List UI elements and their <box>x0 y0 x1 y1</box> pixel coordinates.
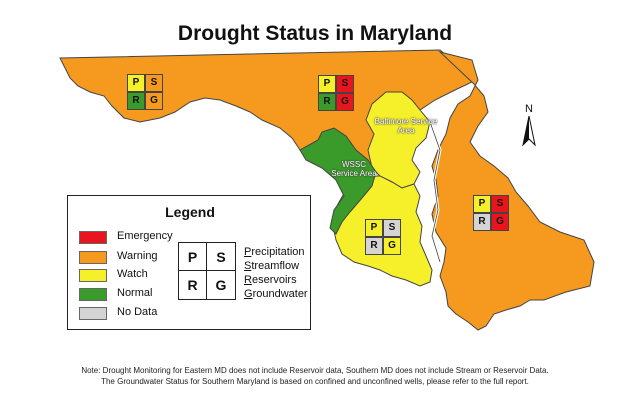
legend-title: Legend <box>165 204 215 220</box>
region-baltimore-watch <box>365 91 431 189</box>
north-label: N <box>525 103 533 115</box>
grid-cell-s: S <box>491 195 509 213</box>
legend-key-grid: P S R G <box>178 242 236 300</box>
legend-swatch <box>79 307 107 320</box>
footnote-line-1: Note: Drought Monitoring for Eastern MD … <box>81 366 549 375</box>
region-eastern-shore <box>431 51 595 331</box>
key-cell-p: P <box>179 243 207 271</box>
key-text-reservoirs: Reservoirs <box>244 274 297 286</box>
key-cell-r: R <box>179 271 207 299</box>
grid-cell-p: P <box>127 74 145 92</box>
status-grid-eastern: P S R G <box>473 195 509 231</box>
grid-cell-p: P <box>365 219 383 237</box>
grid-cell-p: P <box>318 75 336 93</box>
legend-swatch <box>79 251 107 264</box>
wssc-service-area-label: WSSC Service Area <box>331 160 377 178</box>
legend-label: Warning <box>117 250 158 262</box>
north-arrow-icon <box>522 115 536 147</box>
legend-label: Normal <box>117 287 153 299</box>
status-grid-western: P S R G <box>127 74 163 110</box>
footnote-line-2: The Groundwater Status for Southern Mary… <box>101 377 529 386</box>
legend-swatch <box>79 269 107 282</box>
status-grid-southern: P S R G <box>365 219 401 255</box>
key-text-groundwater: Groundwater <box>244 288 308 300</box>
grid-cell-s: S <box>336 75 354 93</box>
grid-cell-r: R <box>318 93 336 111</box>
legend-label: Emergency <box>117 230 173 242</box>
legend: Legend Emergency Warning Watch Normal No… <box>67 195 311 330</box>
baltimore-service-area-label: Baltimore Service Area <box>374 117 438 135</box>
key-cell-s: S <box>207 243 235 271</box>
grid-cell-r: R <box>365 237 383 255</box>
legend-label: No Data <box>117 306 158 318</box>
status-grid-central: P S R G <box>318 75 354 111</box>
key-cell-g: G <box>215 277 227 293</box>
legend-swatch <box>79 231 107 244</box>
key-text-streamflow: Streamflow <box>244 260 300 272</box>
grid-cell-g: G <box>336 93 354 111</box>
grid-cell-g: G <box>491 213 509 231</box>
key-text-precipitation: Precipitation <box>244 246 305 258</box>
legend-swatch <box>79 288 107 301</box>
map-title: Drought Status in Maryland <box>177 22 453 45</box>
grid-cell-r: R <box>127 92 145 110</box>
grid-cell-s: S <box>383 219 401 237</box>
grid-cell-g: G <box>383 237 401 255</box>
grid-cell-s: S <box>145 74 163 92</box>
grid-cell-r: R <box>473 213 491 231</box>
grid-cell-g: G <box>145 92 163 110</box>
region-wssc-normal <box>299 127 377 235</box>
legend-label: Watch <box>117 268 148 280</box>
north-arrow: N <box>519 103 539 154</box>
grid-cell-p: P <box>473 195 491 213</box>
